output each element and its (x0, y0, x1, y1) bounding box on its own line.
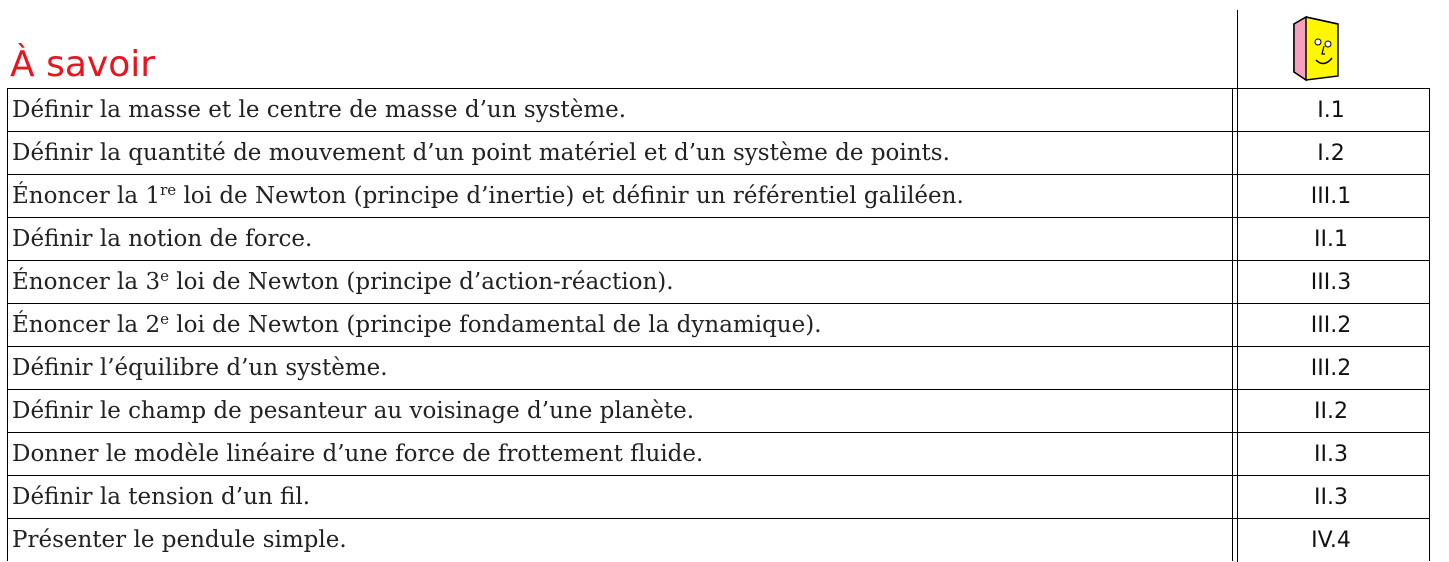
section-title: À savoir (10, 44, 156, 85)
item-cell: Définir la masse et le centre de masse d… (7, 88, 1233, 132)
ref-cell: I.2 (1232, 131, 1430, 175)
table-row: Énoncer la 3e loi de Newton (principe d’… (7, 260, 1430, 304)
tex-book-icon (1293, 15, 1339, 82)
item-cell: Définir la tension d’un fil. (7, 475, 1233, 519)
item-cell: Présenter le pendule simple. (7, 518, 1233, 561)
item-cell: Énoncer la 1re loi de Newton (principe d… (7, 174, 1233, 218)
ref-cell: III.3 (1232, 260, 1430, 304)
table-row: Définir l’équilibre d’un système. III.2 (7, 346, 1430, 390)
item-cell: Définir la notion de force. (7, 217, 1233, 261)
item-text: Énoncer la 1 (12, 183, 161, 209)
item-text: loi de Newton (principe d’action-réactio… (168, 269, 674, 295)
table-row: Définir la quantité de mouvement d’un po… (7, 131, 1430, 175)
ref-cell: II.1 (1232, 217, 1430, 261)
ref-cell: III.2 (1232, 303, 1430, 347)
table-row: Définir la notion de force. II.1 (7, 217, 1430, 261)
item-cell: Définir le champ de pesanteur au voisina… (7, 389, 1233, 433)
item-text: Énoncer la 3 (12, 269, 161, 295)
item-text: loi de Newton (principe d’inertie) et dé… (176, 183, 964, 209)
ordinal-suffix: re (160, 181, 177, 199)
table-row: Présenter le pendule simple. IV.4 (7, 518, 1430, 561)
ref-cell: IV.4 (1232, 518, 1430, 561)
item-text: loi de Newton (principe fondamental de l… (168, 312, 822, 338)
ref-cell: III.2 (1232, 346, 1430, 390)
table-row: Donner le modèle linéaire d’une force de… (7, 432, 1430, 476)
ref-cell: II.3 (1232, 475, 1430, 519)
item-cell: Énoncer la 3e loi de Newton (principe d’… (7, 260, 1233, 304)
item-cell: Définir la quantité de mouvement d’un po… (7, 131, 1233, 175)
table-row: Énoncer la 1re loi de Newton (principe d… (7, 174, 1430, 218)
table-row: Définir la tension d’un fil. II.3 (7, 475, 1430, 519)
item-cell: Donner le modèle linéaire d’une force de… (7, 432, 1233, 476)
table-row: Définir la masse et le centre de masse d… (7, 88, 1430, 132)
ordinal-suffix: e (160, 267, 169, 285)
item-text: Énoncer la 2 (12, 312, 161, 338)
table-row: Définir le champ de pesanteur au voisina… (7, 389, 1430, 433)
ref-cell: II.2 (1232, 389, 1430, 433)
ref-cell: III.1 (1232, 174, 1430, 218)
skills-table: Définir la masse et le centre de masse d… (7, 88, 1430, 561)
ordinal-suffix: e (160, 310, 169, 328)
ref-cell: II.3 (1232, 432, 1430, 476)
item-cell: Énoncer la 2e loi de Newton (principe fo… (7, 303, 1233, 347)
table-row: Énoncer la 2e loi de Newton (principe fo… (7, 303, 1430, 347)
item-cell: Définir l’équilibre d’un système. (7, 346, 1233, 390)
ref-cell: I.1 (1232, 88, 1430, 132)
